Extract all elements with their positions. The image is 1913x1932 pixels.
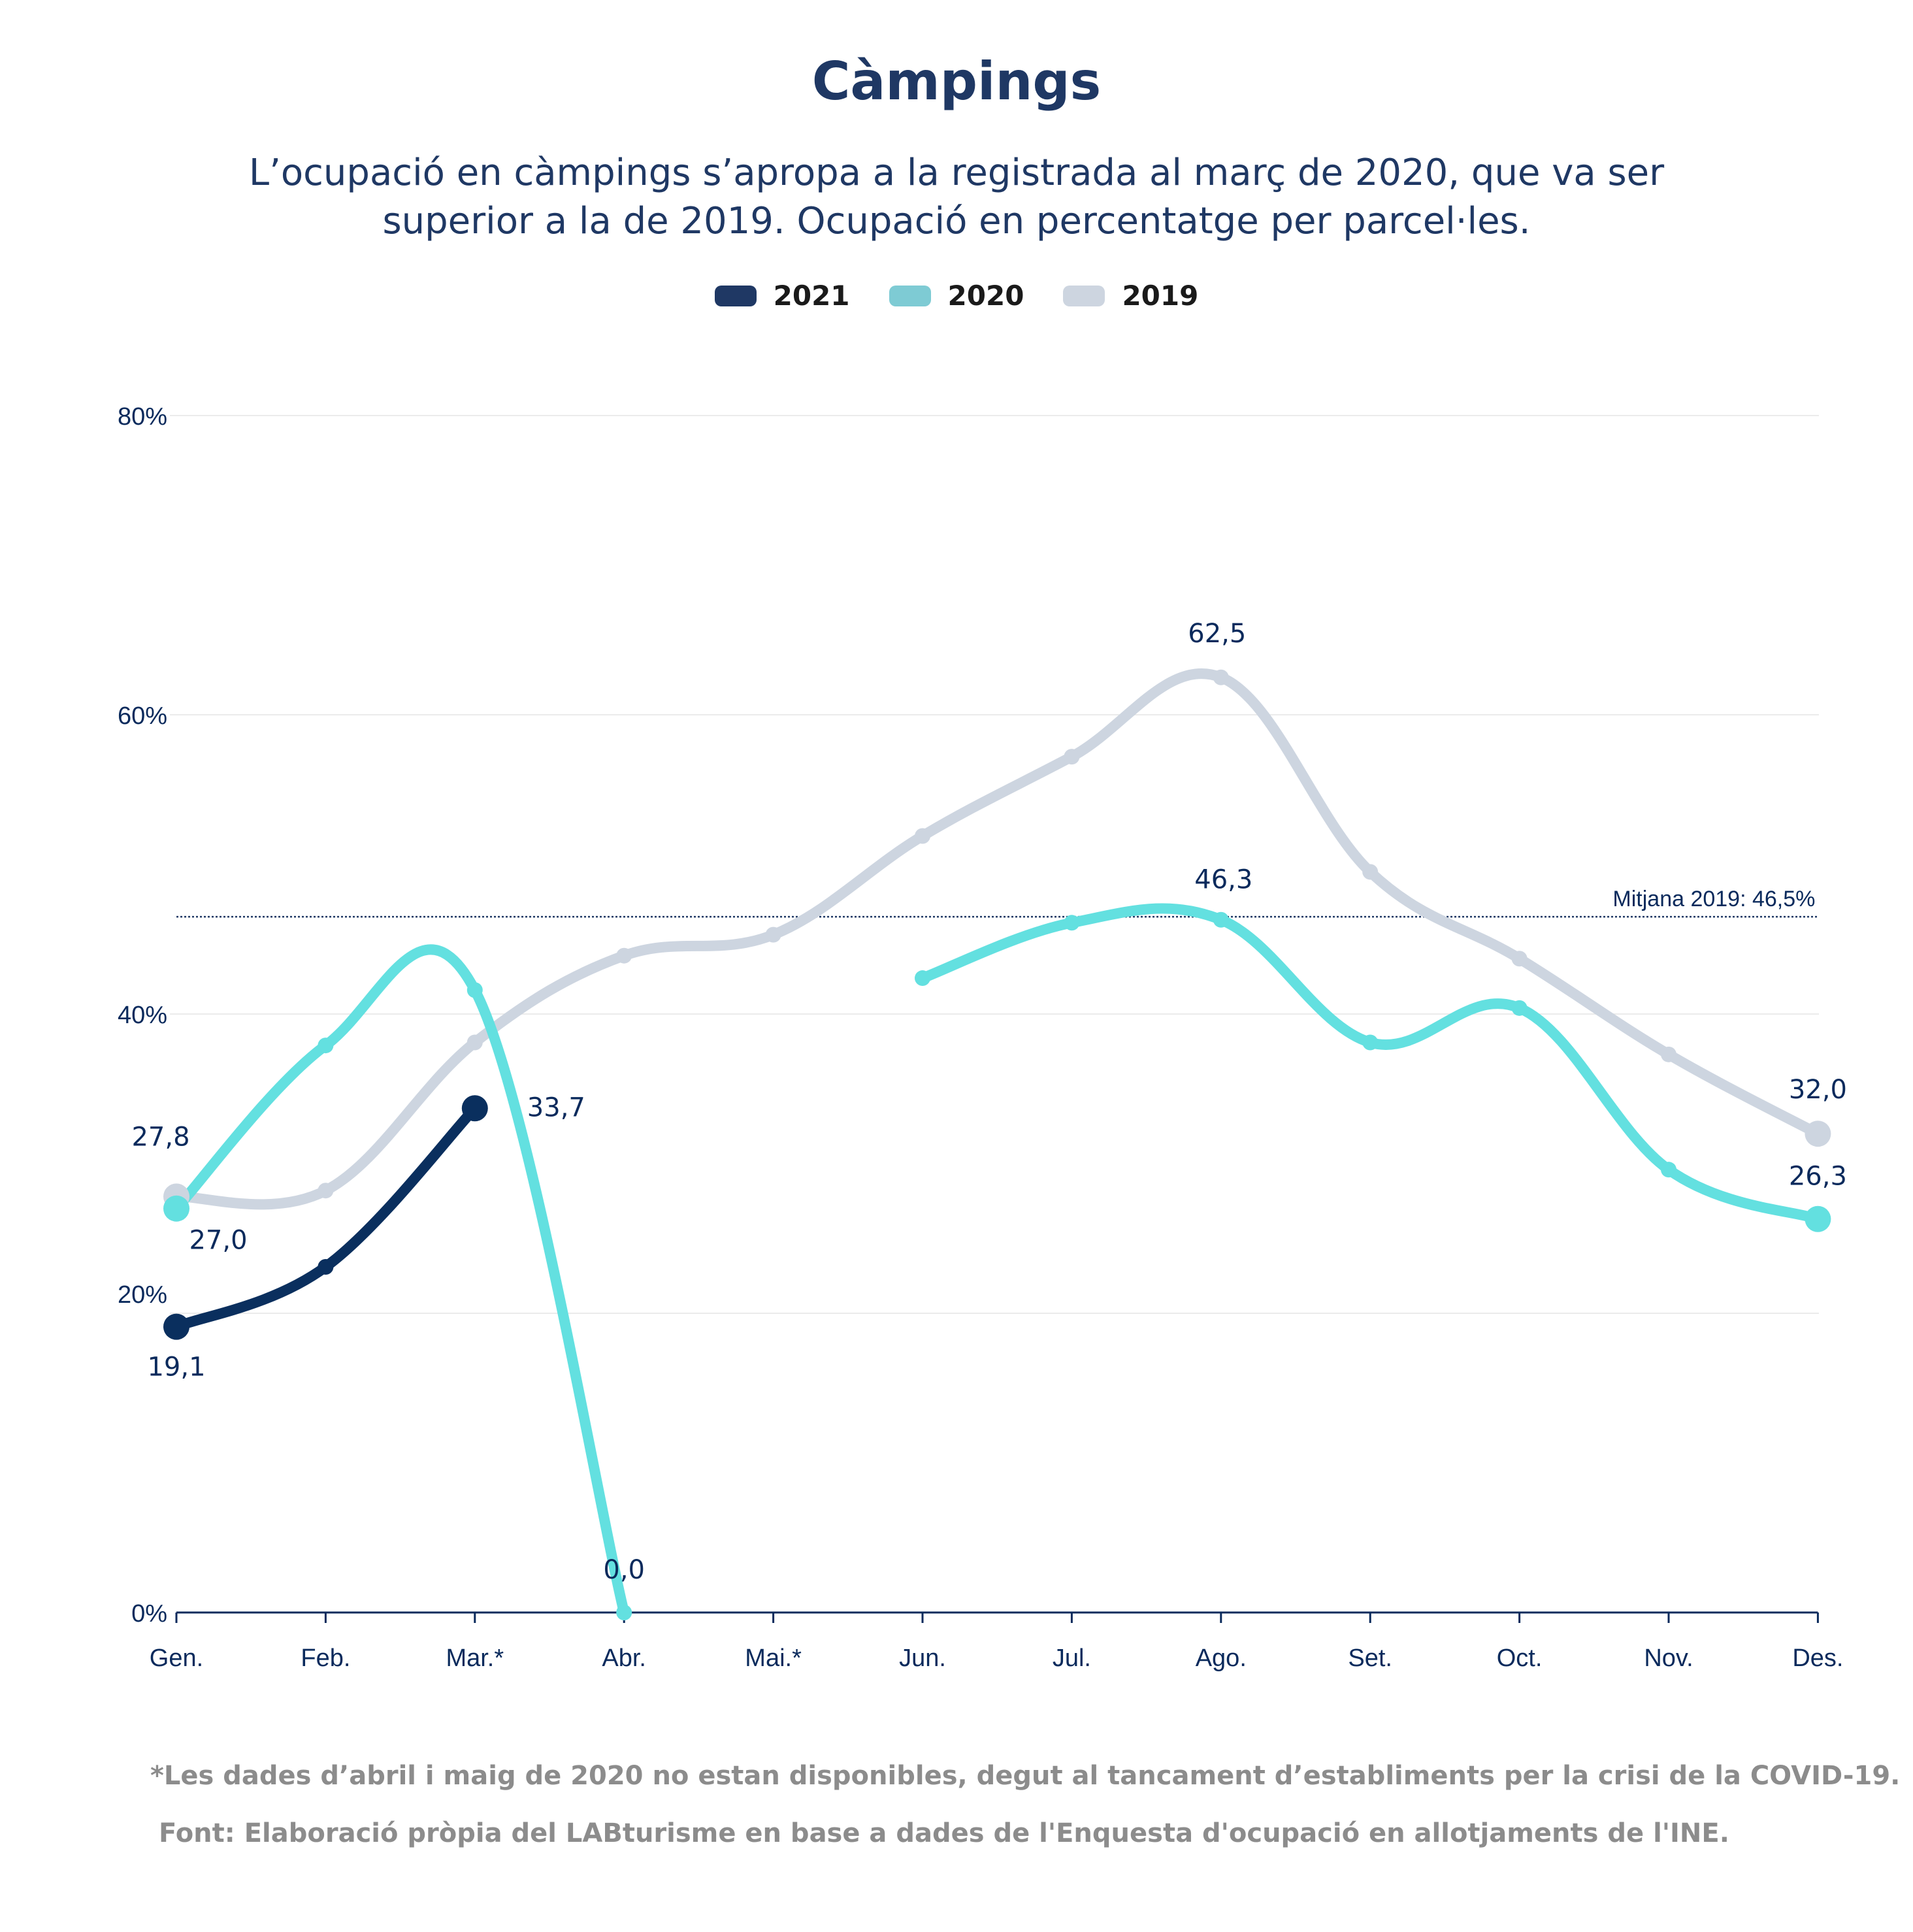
series-line-2021 [171,1103,480,1332]
reference-line-group: Mitjana 2019: 46,5% [176,887,1818,918]
point-2019 [765,926,781,943]
point-2019 [466,1034,483,1051]
data-label-2020: 46,3 [1194,865,1252,895]
grid-lines [170,415,1819,1314]
data-labels: 19,1 33,7 27,0 27,8 0,0 62,5 46,3 32,0 26,3 [131,619,1846,1585]
data-label-2020: 27,0 [189,1226,247,1256]
point-2020 [1213,911,1229,928]
x-tick-label: Jun. [899,1645,946,1672]
point-2019 [1511,951,1528,967]
series-lines [171,668,1823,1618]
y-tick-label: 80% [118,403,167,431]
data-label-2021: 19,1 [147,1352,205,1383]
footnote: *Les dades d’abril i maig de 2020 no est… [150,1761,1901,1791]
point-2019 [1805,1121,1831,1147]
data-label-2021: 33,7 [527,1092,585,1122]
point-2019 [1213,669,1229,685]
point-2020 [1511,1000,1528,1016]
point-2019 [318,1183,334,1199]
legend: 2021 2020 2019 [0,280,1913,312]
x-tick-label: Abr. [602,1645,646,1672]
x-tick-label: Mai.* [745,1645,802,1672]
y-tick-label: 60% [118,702,167,730]
point-2020 [1362,1034,1379,1051]
point-2020 [616,1605,632,1620]
point-2019 [1661,1046,1676,1062]
axes: 0% 20% 40% 60% 80% Gen. Feb. Mar.* Abr. Mai.* Jun.… [118,403,1844,1672]
legend-swatch-2020 [889,285,931,306]
point-2020 [163,1195,189,1222]
y-tick-label: 40% [118,1002,167,1029]
x-tick-label: Ago. [1196,1645,1247,1672]
point-2019 [915,828,930,844]
point-2020 [915,970,930,987]
chart-title: Càmpings [811,51,1102,112]
x-tick-label: Set. [1348,1645,1392,1672]
point-2020 [318,1038,334,1054]
data-label-2019: 62,5 [1188,619,1246,649]
legend-label-2019: 2019 [1122,280,1199,312]
series-line-2019 [171,668,1823,1210]
data-label-2019: 27,8 [131,1122,189,1152]
data-label-2019: 32,0 [1789,1075,1847,1105]
x-tick-label: Oct. [1497,1645,1543,1672]
source-note: Font: Elaboració pròpia del LABturisme e… [159,1818,1729,1848]
x-tick-label: Mar.* [446,1645,504,1672]
data-label-2020: 26,3 [1789,1162,1847,1192]
point-2021 [318,1259,334,1275]
point-2020 [1661,1162,1676,1178]
x-tick-label: Jul. [1053,1645,1091,1672]
series-line-2020 [171,944,630,1618]
legend-swatch-2021 [714,285,757,306]
y-tick-label: 20% [118,1281,167,1309]
legend-item-2020[interactable]: 2020 [889,280,1024,312]
point-2019 [616,947,632,964]
point-2021 [163,1313,189,1340]
legend-item-2019[interactable]: 2019 [1063,280,1198,312]
chart-subtitle: L’ocupació en càmpings s’apropa a la reg… [248,152,1665,242]
x-tick-label: Feb. [301,1645,350,1672]
x-tick-label: Nov. [1644,1645,1693,1672]
legend-label-2020: 2020 [947,280,1024,312]
x-tick-label: Gen. [150,1645,203,1672]
legend-label-2021: 2021 [773,280,850,312]
point-2020 [466,982,483,998]
legend-item-2021[interactable]: 2021 [714,280,850,312]
point-2020 [1805,1205,1831,1232]
point-2021 [461,1095,488,1122]
point-2019 [1064,749,1080,765]
reference-line-label: Mitjana 2019: 46,5% [1612,887,1815,911]
y-tick-label: 0% [131,1600,167,1628]
x-tick-label: Des. [1792,1645,1843,1672]
series-points [163,669,1831,1620]
point-2020 [1064,915,1080,931]
point-2019 [1362,864,1379,880]
legend-swatch-2019 [1063,285,1105,306]
data-label-2020: 0,0 [603,1555,645,1585]
